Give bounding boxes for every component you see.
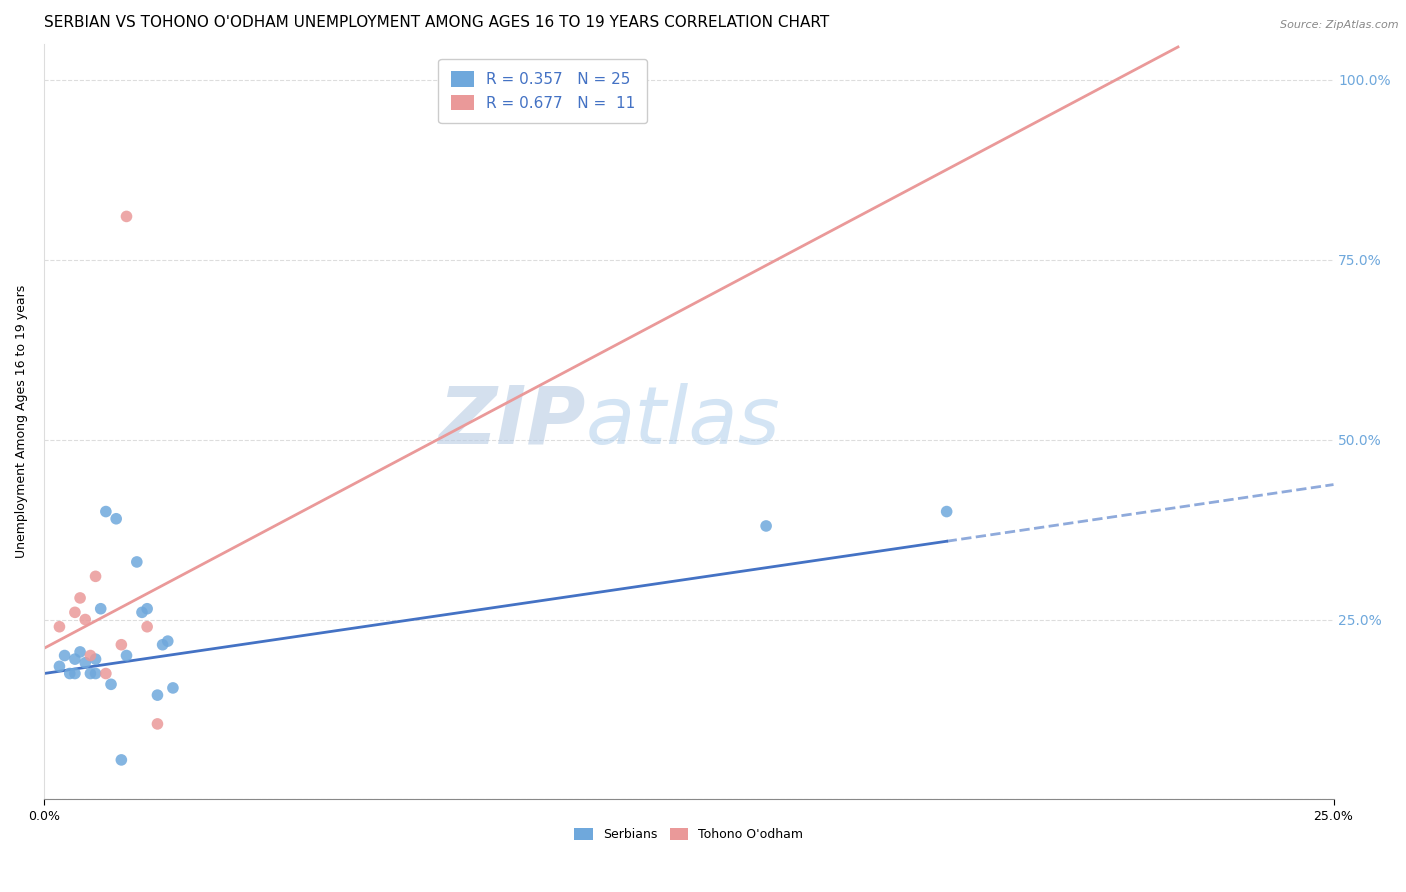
Point: [94, 504, 117, 518]
Point: [136, 620, 159, 634]
Point: [105, 512, 128, 526]
Point: [110, 638, 132, 652]
Point: [100, 677, 122, 691]
Point: [69, 645, 91, 659]
Y-axis label: Unemployment Among Ages 16 to 19 years: Unemployment Among Ages 16 to 19 years: [15, 285, 28, 558]
Point: [755, 519, 778, 533]
Point: [146, 688, 169, 702]
Point: [136, 601, 159, 615]
Point: [69, 591, 91, 605]
Point: [84, 569, 107, 583]
Point: [935, 504, 957, 518]
Point: [79, 648, 101, 663]
Point: [146, 717, 169, 731]
Text: Source: ZipAtlas.com: Source: ZipAtlas.com: [1281, 20, 1399, 29]
Text: atlas: atlas: [585, 383, 780, 460]
Point: [84, 666, 107, 681]
Point: [125, 555, 148, 569]
Point: [48, 620, 70, 634]
Point: [75, 656, 97, 670]
Legend: Serbians, Tohono O'odham: Serbians, Tohono O'odham: [569, 822, 808, 847]
Point: [156, 634, 179, 648]
Text: SERBIAN VS TOHONO O'ODHAM UNEMPLOYMENT AMONG AGES 16 TO 19 YEARS CORRELATION CHA: SERBIAN VS TOHONO O'ODHAM UNEMPLOYMENT A…: [44, 15, 830, 30]
Point: [131, 605, 153, 619]
Point: [53, 648, 76, 663]
Point: [79, 666, 101, 681]
Point: [63, 652, 86, 666]
Text: ZIP: ZIP: [439, 383, 585, 460]
Point: [84, 652, 107, 666]
Point: [94, 666, 117, 681]
Point: [152, 638, 174, 652]
Point: [115, 210, 138, 224]
Point: [115, 648, 138, 663]
Point: [90, 601, 112, 615]
Point: [63, 666, 86, 681]
Point: [75, 613, 97, 627]
Point: [48, 659, 70, 673]
Point: [162, 681, 184, 695]
Point: [63, 605, 86, 619]
Point: [110, 753, 132, 767]
Point: [59, 666, 82, 681]
